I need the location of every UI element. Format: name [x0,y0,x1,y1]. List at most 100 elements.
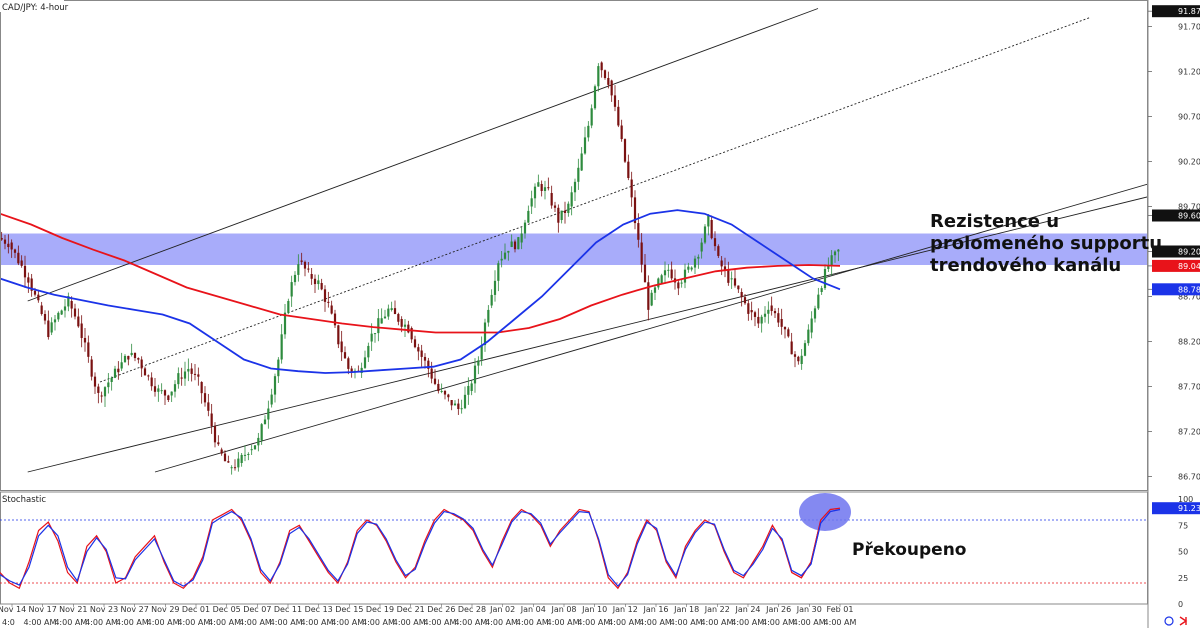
candle-body [53,319,57,323]
candle-body [363,357,367,368]
candle-body [287,300,290,313]
candle-body [347,358,350,369]
channel-lower-line [27,196,1148,473]
candle-body [200,382,203,394]
candle-body [630,179,633,198]
x-time-label: 4:00 AM [393,618,426,627]
price-tick-label: 87.20 [1178,428,1200,437]
candle-body [787,329,790,337]
candle-body [407,324,410,333]
candle-body [790,341,793,355]
bottom-right-icons [1164,616,1188,626]
candle-body [807,329,810,344]
x-date-label: Dec 15 [335,605,363,614]
candle-body [670,269,673,279]
last-price-level-label: 89.20 [1178,248,1200,257]
candle-body [830,255,833,265]
price-tick-label: 89.70 [1178,203,1200,212]
x-time-label: 4:00 AM [362,618,395,627]
candle-body [140,359,143,369]
candle-body [817,294,820,309]
candle-body [663,270,667,276]
candle-body [587,125,590,138]
candle-body [510,241,513,247]
candle-body [327,301,330,303]
candle-body [30,278,33,291]
candle-body [773,311,777,314]
stochastic-d-line [0,508,841,588]
candle-body [67,296,70,307]
candle-body [420,350,423,357]
x-time-label: 4:00 AM [639,618,672,627]
red-ma-level-box [1152,259,1200,272]
candle-body [193,373,197,375]
candle-body [397,314,400,322]
candle-body [827,265,830,270]
candle-body [730,278,733,280]
candle-body [10,242,13,250]
x-time-label: 4:00 AM [300,618,333,627]
candle-body [600,62,603,71]
candle-body [467,385,470,395]
candle-body [240,454,243,463]
candle-body [727,269,730,283]
x-date-label: Nov 14 [0,605,26,614]
price-tick-label: 90.70 [1178,113,1200,122]
x-time-label: 4:00 AM [424,618,457,627]
candle-body [220,449,223,454]
candle-body [83,337,87,343]
x-time-label: 4:00 AM [608,618,641,627]
x-date-label: Jan 12 [612,605,638,614]
blue-moving-average [0,209,841,374]
candle-body [207,402,210,411]
candle-body [57,312,60,320]
stochastic-tick-label: 25 [1178,574,1188,583]
candle-body [720,260,723,267]
candle-body [770,305,773,312]
candle-body [460,408,463,410]
candle-body [427,360,430,369]
x-time-label: 4:00 AM [547,618,580,627]
channel-upper-line [27,8,819,302]
candle-body [230,467,233,469]
candle-body [570,192,573,207]
candle-body [300,260,303,262]
candle-body [47,320,50,338]
candle-body [137,358,140,360]
price-tick-label: 90.20 [1178,158,1200,167]
candle-body [567,203,570,214]
candle-body [163,390,167,396]
candle-body [33,290,37,295]
resistance-annotation-line: prolomeného supportu [930,233,1162,254]
x-date-label: Jan 08 [550,605,576,614]
x-date-label: Jan 24 [734,605,760,614]
x-date-label: Dec 28 [458,605,486,614]
candle-body [20,260,23,266]
candle-body [0,238,3,240]
x-date-label: Jan 30 [796,605,822,614]
candle-body [203,393,207,403]
candle-body [440,390,443,392]
x-time-label: 4:00 AM [239,618,272,627]
x-date-label: Jan 16 [642,605,668,614]
candle-body [487,309,490,323]
stochastic-value-box [1152,502,1200,515]
candle-body [303,261,307,269]
candle-body [263,419,267,425]
candle-body [133,352,137,359]
x-time-label: 4:00 AM [270,618,303,627]
candle-body [463,394,467,409]
candle-body [713,238,717,247]
title-bg [0,0,64,12]
candle-body [697,256,700,259]
candle-body [293,274,297,283]
candle-body [763,313,767,317]
candle-body [793,354,797,357]
candle-body [233,467,237,469]
candle-body [530,198,533,207]
x-time-label: 4:00 AM [116,618,149,627]
candle-body [183,371,187,379]
candle-body [80,323,83,338]
candle-body [710,220,713,239]
